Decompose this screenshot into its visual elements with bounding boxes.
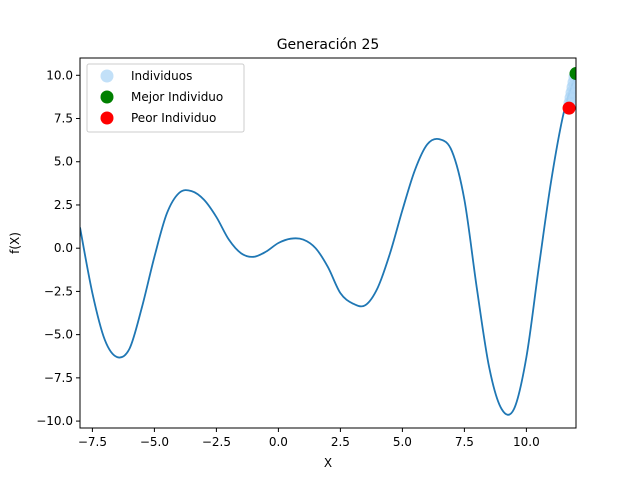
y-tick-label: 10.0 (46, 68, 73, 82)
x-tick-label: 0.0 (269, 435, 288, 449)
function-curve (80, 73, 576, 416)
plot-area (80, 67, 576, 416)
x-tick-label: −2.5 (202, 435, 231, 449)
y-axis: −10.0 −7.5 −5.0 −2.5 0.0 2.5 5.0 7.5 10.0 (36, 68, 80, 428)
x-axis-label: X (324, 456, 332, 470)
x-tick-label: 2.5 (331, 435, 350, 449)
chart-title: Generación 25 (277, 37, 380, 53)
axes-frame (79, 57, 577, 429)
y-tick-label: −5.0 (44, 328, 73, 342)
x-axis: −7.5 −5.0 −2.5 0.0 2.5 5.0 7.5 10.0 (78, 428, 540, 449)
x-tick-label: 10.0 (513, 435, 540, 449)
x-tick-label: 7.5 (455, 435, 474, 449)
legend-marker-mejor-individuo (100, 90, 114, 104)
legend-label-individuos: Individuos (131, 69, 192, 83)
x-tick-label: −5.0 (140, 435, 169, 449)
x-tick-label: −7.5 (78, 435, 107, 449)
y-tick-label: −2.5 (44, 284, 73, 298)
y-tick-label: −7.5 (44, 371, 73, 385)
legend-marker-individuos (100, 69, 114, 83)
y-tick-label: 5.0 (54, 155, 73, 169)
legend-box (86, 63, 245, 133)
y-tick-label: 2.5 (54, 198, 73, 212)
peor-individuo-point (562, 101, 576, 115)
x-tick-label: 5.0 (393, 435, 412, 449)
y-tick-label: −10.0 (36, 414, 73, 428)
legend-label-mejor-individuo: Mejor Individuo (131, 90, 223, 104)
legend: Individuos Mejor Individuo Peor Individuo (86, 63, 245, 133)
legend-label-peor-individuo: Peor Individuo (131, 111, 216, 125)
y-tick-label: 7.5 (54, 112, 73, 126)
y-tick-label: 0.0 (54, 241, 73, 255)
legend-marker-peor-individuo (100, 111, 114, 125)
y-axis-label: f(X) (8, 232, 22, 254)
mejor-individuo-point (569, 67, 576, 81)
